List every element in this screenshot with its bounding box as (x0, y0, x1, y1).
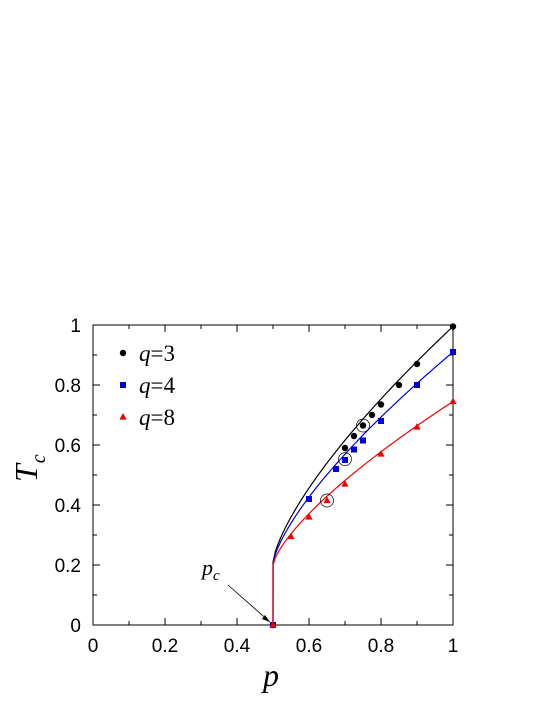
y-axis-title-subscript: c (28, 454, 50, 463)
y-tick-label: 0 (70, 616, 81, 637)
pc-subscript: c (213, 568, 220, 584)
data-point-q=3 (377, 401, 385, 408)
pc-annotation: pc (200, 555, 271, 623)
legend-symbol: q (139, 405, 151, 430)
x-tick-label: 0.2 (152, 636, 178, 657)
highlight-circle-q=8 (320, 493, 334, 508)
x-tick-label: 0.4 (224, 636, 251, 657)
x-tick-label: 1 (448, 636, 459, 657)
y-tick-label: 0.8 (55, 376, 81, 397)
data-point-q=4 (342, 457, 348, 463)
data-point-q=3 (449, 323, 457, 330)
data-point-q=3 (413, 360, 421, 368)
data-point-q=8 (449, 397, 457, 405)
data-markers (269, 323, 457, 629)
data-point-q=8 (413, 423, 421, 430)
y-tick-label: 0.4 (55, 496, 82, 517)
data-point-q=3 (395, 381, 403, 389)
x-axis-title: p (261, 657, 279, 693)
data-point-q=4 (414, 382, 420, 388)
legend-value: =8 (151, 405, 175, 430)
data-point-q=8 (377, 450, 385, 457)
data-point-q=8 (323, 496, 331, 504)
legend-marker-q=8 (119, 413, 127, 420)
data-point-q=4 (450, 349, 456, 355)
legend-symbol: q (139, 341, 151, 366)
data-point-q=4 (333, 466, 339, 472)
y-axis-title: Tc (8, 454, 50, 482)
highlight-circle-q=4 (338, 452, 352, 466)
y-tick-label: 0.2 (55, 556, 81, 577)
fit-lines (272, 326, 454, 626)
data-point-q=8 (305, 513, 313, 520)
y-axis-title-main: T (8, 462, 44, 482)
data-point-q=3 (350, 432, 358, 440)
x-tick-label: 0 (88, 636, 99, 657)
data-point-q=8 (341, 480, 349, 487)
y-tick-label: 0.6 (55, 436, 81, 457)
fit-line-q=8 (272, 400, 454, 626)
legend-marker-q=3 (119, 349, 127, 357)
pc-arrow-line (227, 584, 271, 623)
legend-value: =4 (151, 373, 176, 398)
highlight-circles (320, 418, 370, 508)
legend-label-q=4: q=4 (139, 373, 175, 398)
x-tick-labels: 0 0.2 0.4 0.6 0.8 1 (88, 636, 459, 657)
data-point-q=3 (341, 444, 349, 452)
legend-marker-q=4 (120, 382, 126, 388)
legend: q=3q=4q=8 (119, 341, 175, 430)
legend-symbol: q (139, 373, 151, 398)
legend-label-q=8: q=8 (139, 405, 175, 430)
data-point-q=4 (378, 418, 384, 424)
legend-value: =3 (151, 341, 175, 366)
data-point-q=8 (269, 621, 277, 628)
data-point-q=4 (360, 437, 366, 444)
pc-arrow-head (262, 615, 270, 622)
data-point-q=4 (351, 446, 357, 453)
data-point-q=3 (368, 411, 376, 419)
data-point-q=4 (306, 496, 312, 502)
fit-line-q=3 (272, 326, 454, 626)
y-tick-label: 1 (70, 316, 81, 337)
highlight-circle-q=3 (356, 418, 370, 433)
legend-label-q=3: q=3 (139, 341, 175, 366)
pc-label: pc (200, 555, 220, 584)
data-point-q=3 (359, 422, 367, 429)
y-tick-labels: 0 0.2 0.4 0.6 0.8 1 (55, 316, 82, 637)
data-point-q=8 (287, 532, 295, 540)
x-tick-label: 0.6 (296, 636, 322, 657)
x-tick-label: 0.8 (368, 636, 394, 657)
fit-line-q=4 (272, 351, 454, 626)
